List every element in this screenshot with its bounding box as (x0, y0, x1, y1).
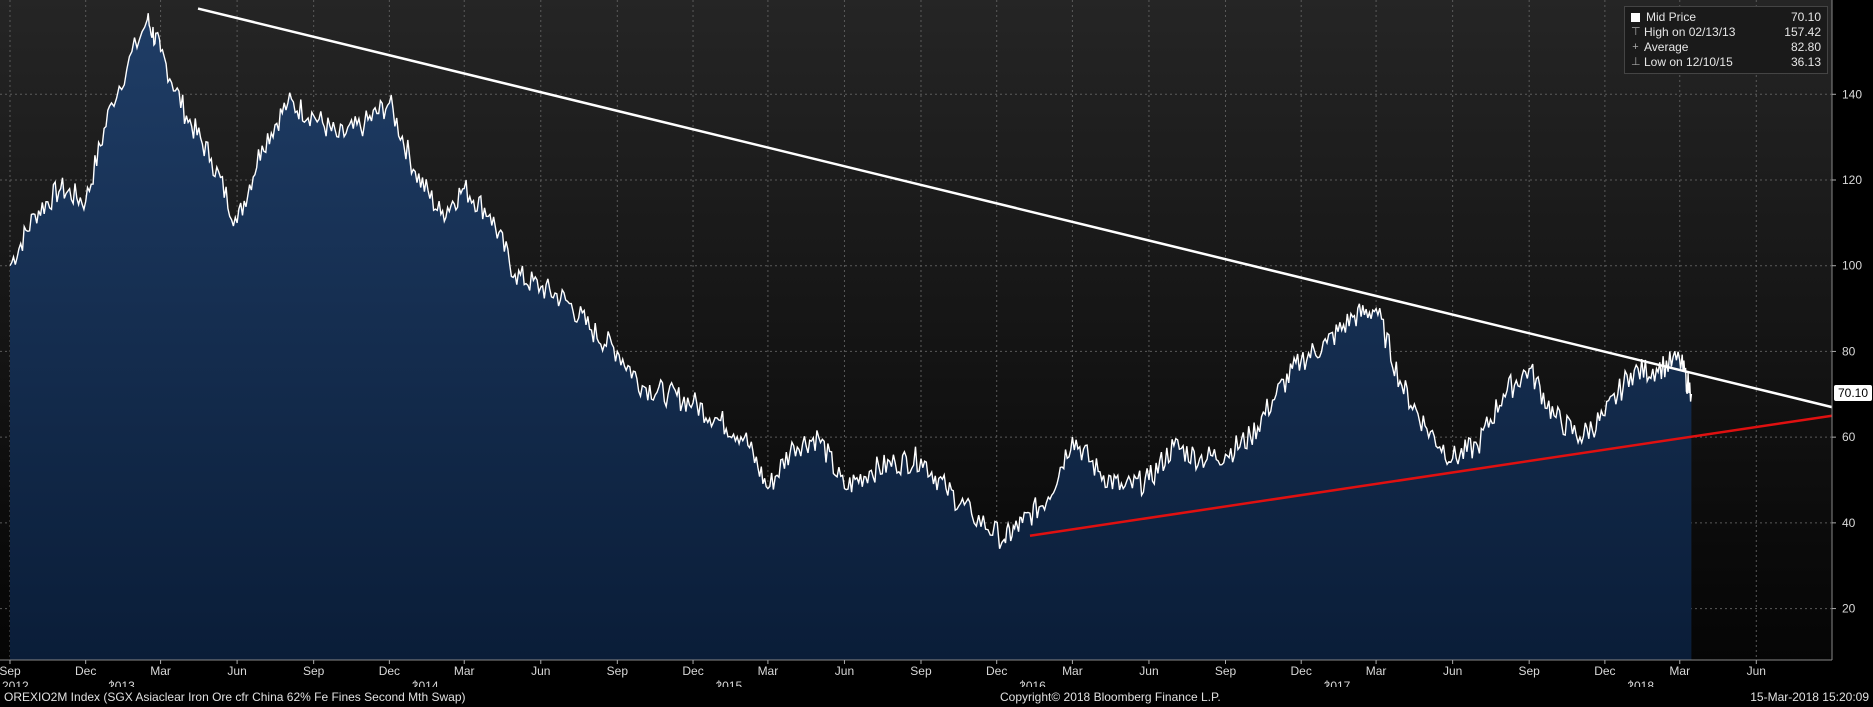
legend-row-mid-price: Mid Price 70.10 (1631, 10, 1821, 25)
x-tick-label: Jun (835, 664, 854, 678)
footer-copyright: Copyright© 2018 Bloomberg Finance L.P. (1000, 690, 1221, 704)
legend-value: 70.10 (1790, 10, 1821, 24)
x-tick-label: Dec (1594, 664, 1615, 678)
legend-label: High on 02/13/13 (1644, 25, 1736, 39)
x-tick-label: Mar (1669, 664, 1690, 678)
x-tick-label: Jun (1443, 664, 1462, 678)
legend-row-high: ⊤ High on 02/13/13 157.42 (1631, 25, 1821, 40)
legend: Mid Price 70.10 ⊤ High on 02/13/13 157.42… (1624, 6, 1828, 74)
y-axis: 20 40 60 80 100 120 140 (1831, 0, 1862, 660)
x-tick-label: Mar (1062, 664, 1083, 678)
x-tick-label: Jun (227, 664, 246, 678)
x-tick-label: Dec (379, 664, 400, 678)
legend-value: 157.42 (1784, 25, 1821, 39)
y-tick-label: 60 (1842, 430, 1856, 444)
high-marker-icon: ⊤ (1631, 26, 1641, 38)
trendline-support (1029, 414, 1833, 537)
x-tick-label: Sep (1518, 664, 1540, 678)
legend-value: 82.80 (1790, 40, 1821, 54)
trendline-resistance (197, 7, 1833, 409)
legend-label: Low on 12/10/15 (1644, 55, 1733, 69)
x-tick-label: Mar (758, 664, 779, 678)
price-area (9, 13, 1692, 660)
y-tick-label: 100 (1842, 259, 1862, 273)
price-line (9, 13, 1693, 549)
x-tick-label: Sep (0, 664, 21, 678)
x-tick-label: Sep (607, 664, 629, 678)
x-tick-label: Sep (910, 664, 932, 678)
y-tick-label: 140 (1842, 87, 1862, 101)
x-axis: Sep Dec Mar Jun Sep Dec Mar Jun Sep Dec Mar Jun Sep D… (0, 659, 1832, 693)
legend-label: Mid Price (1646, 10, 1697, 24)
x-tick-label: Jun (1139, 664, 1158, 678)
y-tick-label: 20 (1842, 602, 1856, 616)
y-tick-label: 40 (1842, 516, 1856, 530)
x-tick-label: Mar (150, 664, 171, 678)
x-tick-label: Mar (454, 664, 475, 678)
x-tick-label: Jun (531, 664, 550, 678)
x-tick-label: Jun (1747, 664, 1766, 678)
average-marker-icon: + (1632, 41, 1639, 53)
last-price-tag: 70.10 (1834, 384, 1873, 401)
footer-timestamp: 15-Mar-2018 15:20:09 (1750, 690, 1869, 704)
legend-label: Average (1644, 40, 1689, 54)
x-tick-label: Sep (303, 664, 325, 678)
x-tick-label: Mar (1366, 664, 1387, 678)
footer-ticker: OREXIO2M Index (SGX Asiaclear Iron Ore c… (4, 690, 466, 704)
trendlines (197, 7, 1833, 537)
legend-row-average: + Average 82.80 (1631, 40, 1821, 55)
x-tick-label: Dec (682, 664, 703, 678)
legend-value: 36.13 (1790, 55, 1821, 69)
x-tick-label: Dec (75, 664, 96, 678)
y-tick-label: 120 (1842, 173, 1862, 187)
legend-swatch-icon (1631, 13, 1640, 22)
x-tick-label: Sep (1215, 664, 1237, 678)
y-tick-label: 80 (1842, 344, 1856, 358)
x-tick-label: Dec (1291, 664, 1312, 678)
x-tick-label: Dec (986, 664, 1007, 678)
low-marker-icon: ⊥ (1631, 56, 1641, 68)
footer: OREXIO2M Index (SGX Asiaclear Iron Ore c… (0, 687, 1873, 707)
legend-row-low: ⊥ Low on 12/10/15 36.13 (1631, 55, 1821, 70)
